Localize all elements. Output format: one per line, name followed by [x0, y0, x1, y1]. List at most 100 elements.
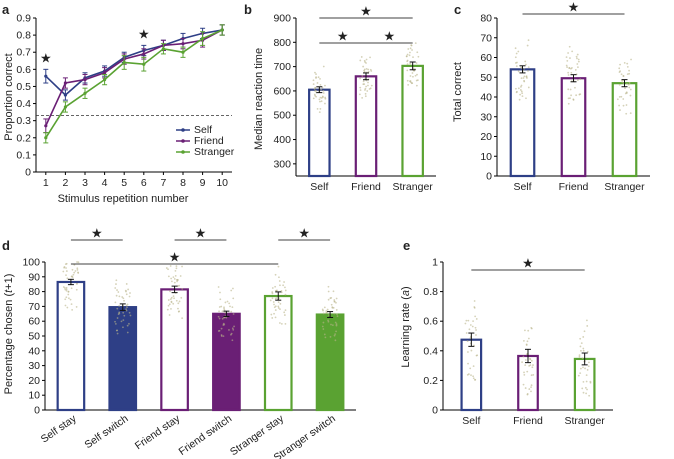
panel-d-subject-dot [125, 308, 127, 311]
panel-b-category-label: Self [310, 181, 328, 193]
panel-d-subject-dot [280, 291, 283, 294]
panel-b-category-label: Friend [351, 181, 381, 193]
panel-a-ytick-label: 0.4 [16, 98, 31, 110]
panel-e-subject-dot [523, 371, 525, 374]
panel-e-subject-dot [585, 374, 588, 377]
panel-d-subject-dot [181, 317, 184, 320]
panel-d-subject-dot [335, 324, 338, 327]
panel-d-significance-star: ★ [91, 226, 103, 241]
panel-e-subject-dot [470, 349, 473, 352]
panel-b-subject-dot [406, 59, 409, 62]
panel-d-subject-dot [171, 280, 173, 283]
panel-a-ytick-label: 0.6 [16, 64, 31, 76]
panel-d-subject-dot [333, 300, 336, 303]
panel-d-subject-dot [173, 278, 176, 280]
panel-c-subject-dot [629, 112, 632, 115]
panel-c-subject-dot [566, 66, 568, 69]
panel-e-subject-dot [467, 319, 470, 322]
panel-d-subject-dot [76, 269, 79, 271]
panel-d-subject-dot [116, 307, 119, 310]
panel-c-subject-dot [621, 79, 623, 82]
panel-d-subject-dot [65, 267, 67, 269]
panel-b-subject-dot [412, 67, 415, 70]
panel-d-subject-dot [322, 312, 325, 315]
panel-e-subject-dot [583, 330, 586, 333]
panel-d-subject-dot [76, 282, 78, 285]
panel-d-subject-dot [333, 299, 336, 301]
panel-d-subject-dot [74, 270, 77, 272]
panel-d-subject-dot [167, 268, 169, 271]
panel-b-subject-dot [322, 92, 325, 94]
panel-d-subject-dot [70, 303, 73, 306]
panel-d-subject-dot [115, 329, 118, 332]
panel-c-subject-dot [567, 97, 570, 100]
panel-d-subject-dot [223, 306, 225, 309]
panel-e-subject-dot [529, 358, 532, 361]
panel-d-subject-dot [284, 322, 287, 325]
panel-b-ytick-label: 300 [273, 158, 291, 170]
panel-d-subject-dot [221, 310, 224, 313]
panel-d-subject-dot [177, 307, 179, 310]
panel-c-subject-dot [569, 97, 571, 100]
panel-d-subject-dot [129, 314, 132, 317]
panel-d-subject-dot [179, 275, 182, 277]
panel-d-subject-dot [220, 327, 223, 330]
panel-b-significance-star: ★ [360, 4, 372, 19]
panel-d-subject-dot [226, 300, 229, 303]
panel-d-subject-dot [323, 333, 326, 336]
panel-d-subject-dot [169, 265, 172, 267]
panel-c-subject-dot [620, 95, 623, 98]
panel-a-point-stranger [220, 28, 224, 32]
panel-d-subject-dot [175, 265, 178, 268]
panel-d-subject-dot [172, 276, 175, 279]
panel-d-category-label: Friend stay [133, 412, 183, 452]
panel-c-subject-dot [520, 66, 522, 69]
panel-d-subject-dot [283, 314, 286, 316]
panel-e-subject-dot [465, 332, 468, 334]
panel-d-subject-dot [223, 307, 225, 310]
panel-d-ytick-label: 50 [28, 331, 40, 343]
panel-e-subject-dot [530, 384, 533, 387]
panel-b-subject-dot [316, 82, 319, 84]
panel-e-subject-dot [521, 361, 524, 364]
panel-label-e: e [403, 238, 410, 253]
panel-b-subject-dot [407, 48, 410, 50]
panel-a-ytick-label: 0 [25, 167, 31, 179]
panel-d-subject-dot [330, 323, 332, 326]
panel-b-significance-star: ★ [384, 29, 396, 44]
panel-e-ytick-label: 0.4 [423, 345, 438, 357]
panel-b-subject-dot [416, 79, 419, 82]
panel-c-ytick-label: 40 [480, 92, 492, 104]
panel-d-significance-star: ★ [169, 250, 181, 265]
panel-d-subject-dot [232, 313, 235, 315]
panel-b-subject-dot [367, 84, 369, 87]
panel-b-subject-dot [319, 100, 321, 103]
panel-a-significance-star: ★ [138, 26, 150, 41]
panel-d-subject-dot [69, 298, 72, 301]
panel-d-subject-dot [336, 315, 339, 318]
panel-a-point-stranger [142, 62, 146, 66]
panel-d-subject-dot [232, 297, 235, 300]
panel-e-bar-friend [517, 354, 539, 412]
panel-b-subject-dot [415, 84, 418, 87]
panel-c-subject-dot [621, 81, 624, 84]
panel-b-subject-dot [315, 77, 317, 79]
panel-c-subject-dot [577, 58, 580, 61]
panel-d-subject-dot [328, 314, 330, 317]
panel-e-subject-dot [579, 345, 582, 348]
panel-e-subject-dot [586, 350, 589, 353]
panel-d-subject-dot [170, 296, 173, 299]
panel-d-subject-dot [322, 321, 325, 324]
panel-d-subject-dot [65, 289, 68, 292]
panel-d-subject-dot [114, 287, 117, 289]
panel-b-subject-dot [410, 44, 413, 47]
panel-e-category-label: Friend [513, 415, 543, 427]
panel-a-point-self [63, 93, 67, 97]
panel-c-subject-dot [628, 72, 631, 75]
panel-c-subject-dot [628, 81, 631, 84]
panel-c-subject-dot [565, 64, 568, 67]
panel-e-subject-dot [526, 370, 529, 373]
panel-b-subject-dot [364, 95, 367, 98]
panel-d-subject-dot [225, 316, 228, 319]
panel-c-subject-dot [517, 70, 520, 73]
